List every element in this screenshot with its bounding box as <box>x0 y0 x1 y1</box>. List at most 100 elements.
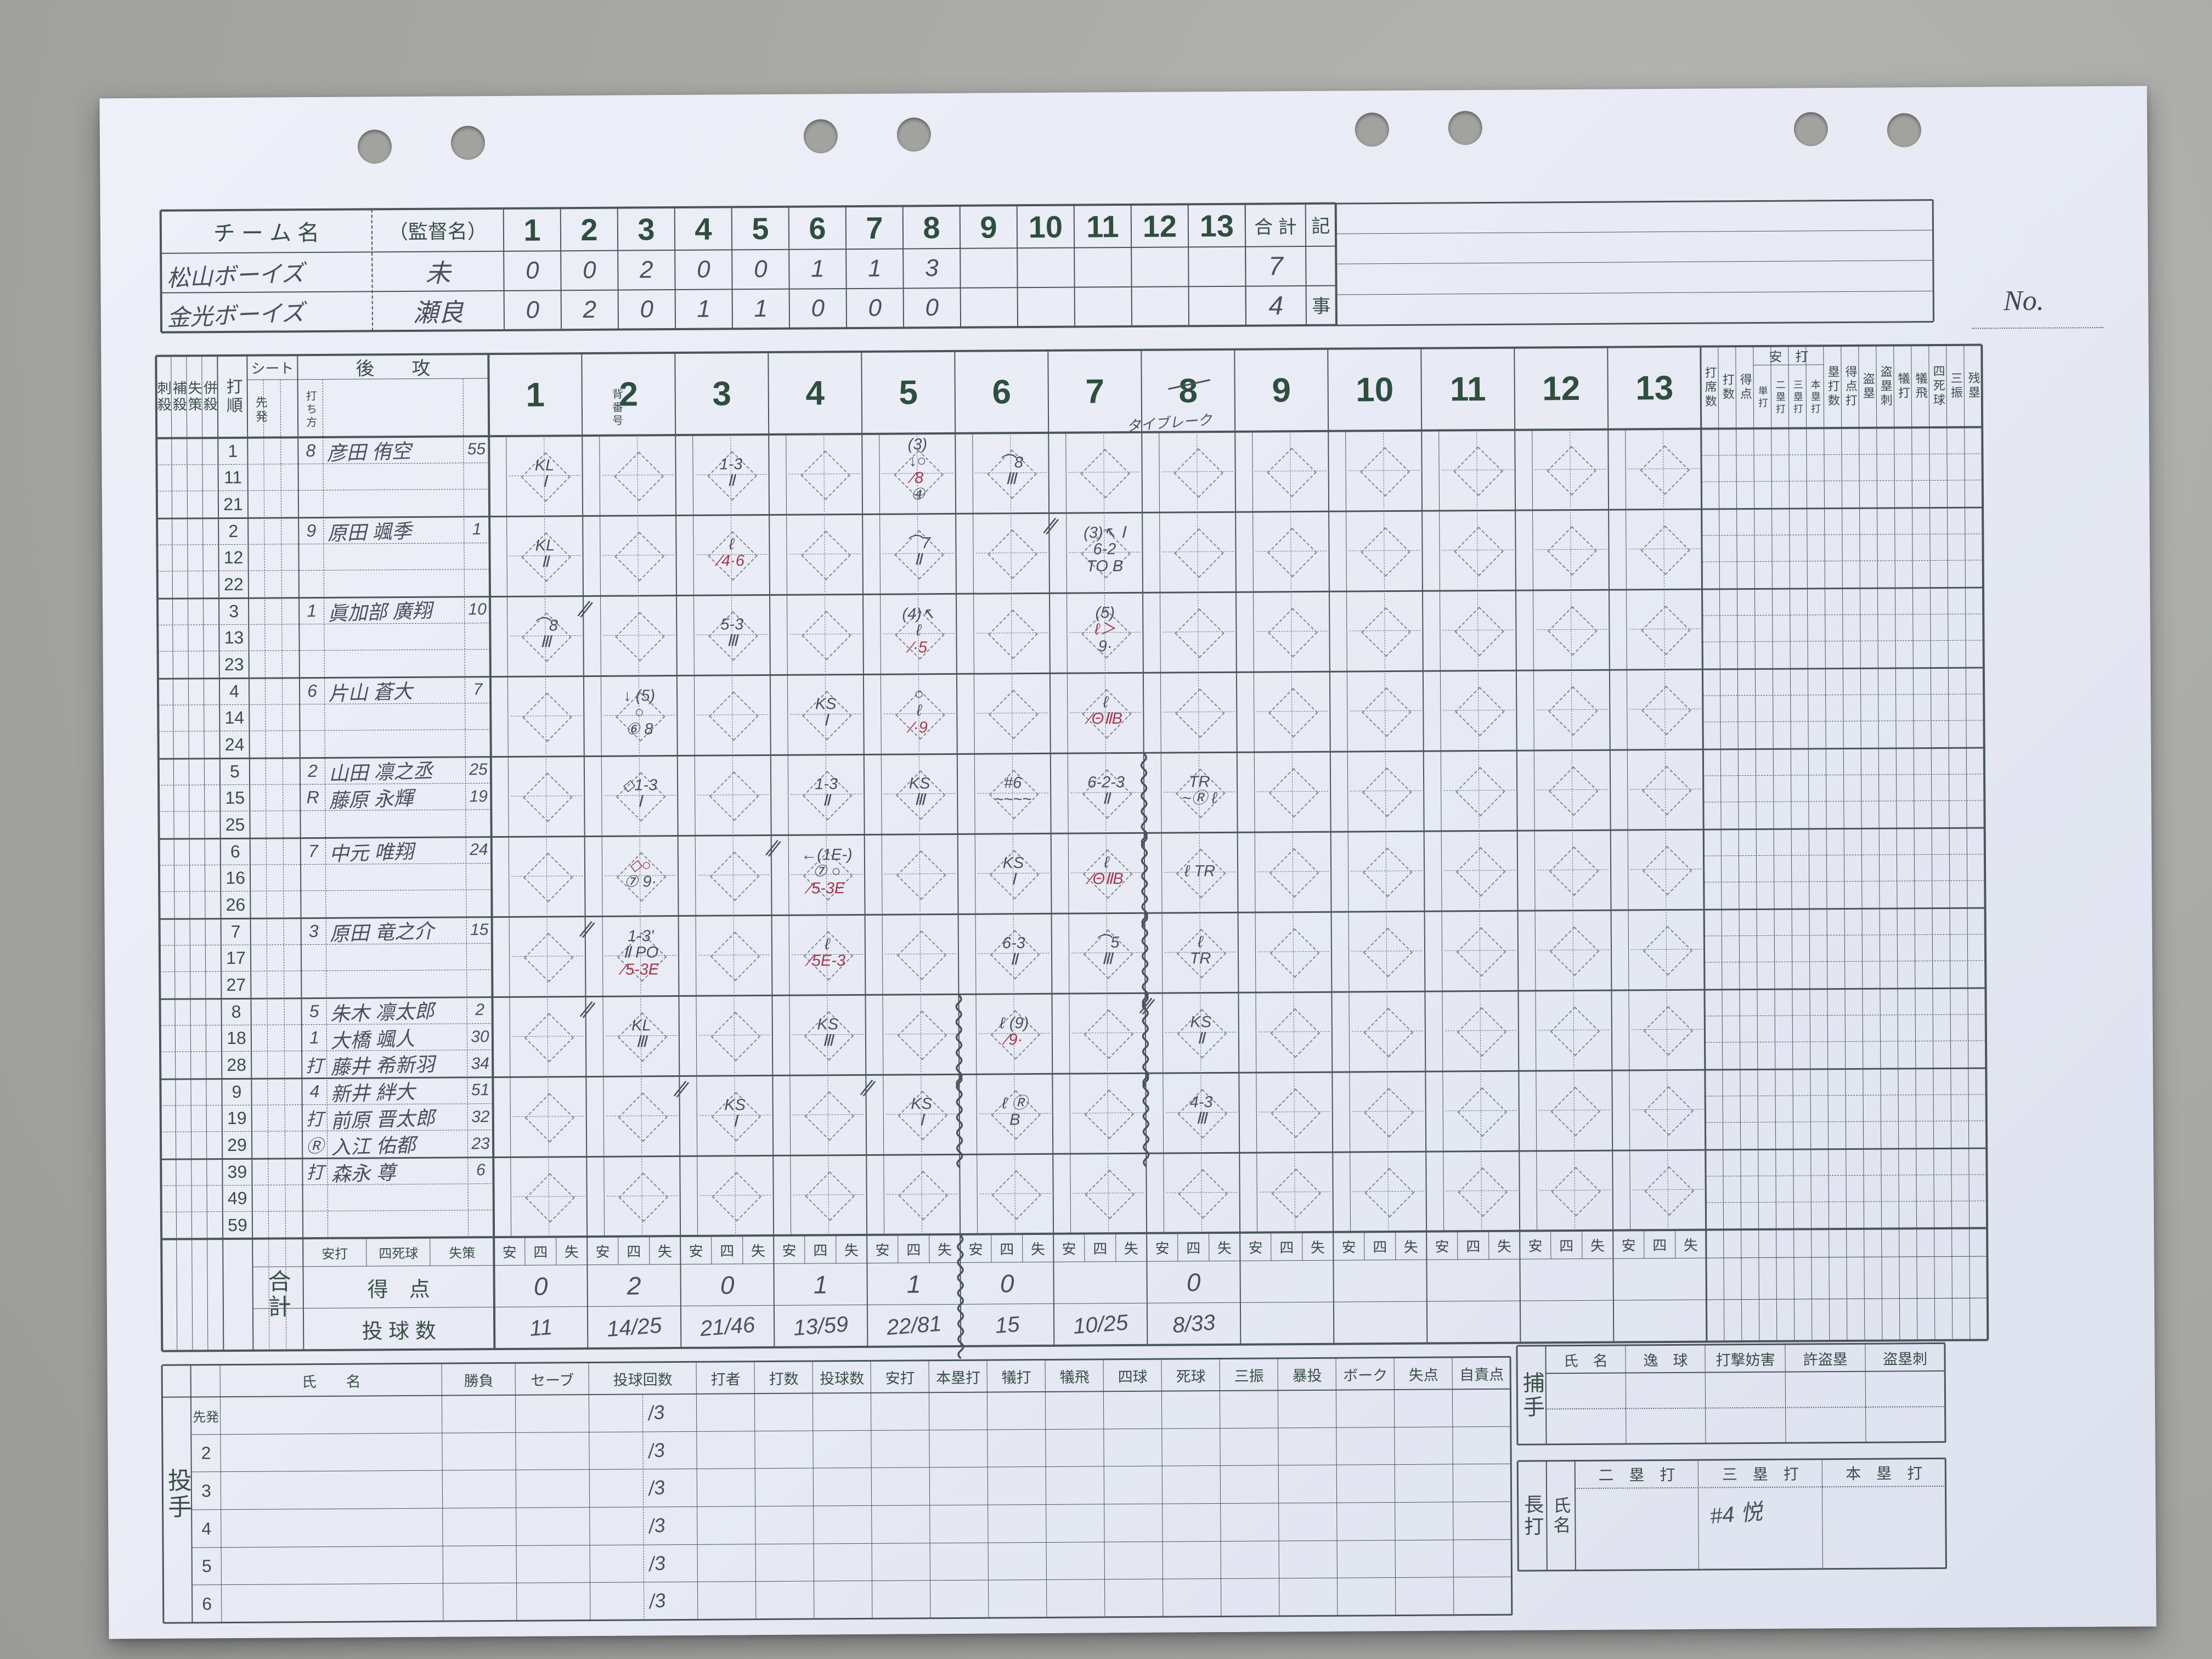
grid-inning-6: 6 <box>992 373 1012 411</box>
inning-score: 1 <box>754 295 768 323</box>
catcher-col-header: 逸 球 <box>1643 1352 1688 1369</box>
scoring-note: ◇1-3 Ⅰ <box>601 776 678 811</box>
pitcher-row-label: 6 <box>202 1594 212 1614</box>
inning-score: 2 <box>639 256 653 284</box>
scoring-note-line: ℓ <box>1104 854 1109 872</box>
order-header: 打順 <box>223 377 242 416</box>
scoring-diamond <box>1175 608 1224 658</box>
scoring-diamond <box>1269 848 1319 898</box>
totals-mini-col: 安 <box>595 1243 610 1260</box>
scoring-note-line: ℓ <box>1198 933 1203 951</box>
grid-inning-3: 3 <box>712 374 732 413</box>
batting-order: 59 <box>228 1215 247 1235</box>
pitcher-col-header: 投球数 <box>820 1370 865 1387</box>
scoring-note: (4)↖ ℓ ∕·5 <box>880 605 957 656</box>
totals-mini-col: 安 <box>1528 1237 1543 1255</box>
manager-name: 瀬良 <box>413 298 464 327</box>
scoring-diamond <box>1178 1169 1228 1219</box>
player-number: 30 <box>471 1028 489 1046</box>
scoring-diamond <box>524 1013 574 1063</box>
rule <box>1718 346 1725 1342</box>
stat-header: 残塁 <box>1966 371 1980 400</box>
scoring-diamond <box>1363 927 1413 978</box>
scoring-diamond <box>525 1173 575 1223</box>
scoring-note-line: ⑦ 9· <box>624 873 657 891</box>
scoreboard-inning-13: 13 <box>1199 208 1234 243</box>
team-name-header: チ ー ム 名 <box>213 221 320 246</box>
grid-inning-10: 10 <box>1356 370 1394 409</box>
batting-order: 21 <box>223 494 243 515</box>
scoring-note-line: Ⅰ <box>823 712 828 730</box>
player-position: 8 <box>306 440 316 460</box>
totals-mini-col: 四 <box>1373 1238 1387 1255</box>
scoreboard-inning-11: 11 <box>1086 208 1119 244</box>
scoring-note-line: KS <box>815 695 837 713</box>
inning-runs: 1 <box>813 1270 828 1299</box>
scoring-note-line: B <box>1009 1111 1020 1129</box>
total-header: 合 計 <box>1254 216 1297 238</box>
player-number: 15 <box>470 921 489 939</box>
batstyle-header: 打ち方 <box>304 390 317 430</box>
scoring-note: 6-2-3 Ⅱ <box>1068 774 1144 808</box>
player-name: 片山 蒼大 <box>328 680 413 706</box>
scoring-diamond <box>709 771 759 821</box>
rule <box>191 1501 1512 1510</box>
scoring-diamond <box>802 611 851 661</box>
totals-mini-col: 安 <box>502 1244 517 1261</box>
player-position: 3 <box>308 921 319 941</box>
rule <box>1336 290 1933 295</box>
scoring-note: ℓ ∕5E-3 <box>789 935 866 970</box>
player-number: 19 <box>469 787 488 806</box>
rule <box>1735 346 1742 1342</box>
player-name: 新井 絆大 <box>330 1080 416 1106</box>
player-position: 5 <box>309 1001 319 1021</box>
player-number: 32 <box>471 1108 490 1126</box>
rule <box>1700 346 1708 1342</box>
scoring-note-line: Ⅰ <box>732 1113 738 1131</box>
scoring-diamond <box>1642 845 1692 896</box>
binder-hole <box>803 119 838 154</box>
stat-header: 三振 <box>1949 371 1963 400</box>
scoring-diamond <box>1551 1166 1601 1217</box>
totals-area-col: 失策 <box>449 1245 476 1261</box>
player-name: 彦田 侑空 <box>326 439 412 465</box>
scoring-note-line: Ⅰ <box>542 473 548 491</box>
scoring-diamond <box>614 452 664 501</box>
grid-inning-2: 2 <box>619 375 639 414</box>
scoring-diamond <box>1268 768 1319 818</box>
totals-mini-col: 四 <box>1279 1239 1294 1256</box>
scoring-diamond <box>1550 1086 1601 1137</box>
player-position: 6 <box>307 680 318 701</box>
scoring-note-line: ∕5-3E <box>623 961 659 979</box>
rule <box>1518 1567 1946 1572</box>
rule <box>1946 345 1953 1340</box>
scoring-diamond <box>1644 1166 1694 1216</box>
pitcher-col-header: 本塁打 <box>936 1369 981 1386</box>
rule <box>1972 327 2104 329</box>
longhits-side-label: 長打 <box>1521 1494 1544 1538</box>
scoring-note: KS Ⅱ <box>1163 1013 1239 1048</box>
rule <box>186 356 193 1351</box>
stat-header: 得点 <box>1738 373 1752 402</box>
scoring-note-line: ℓ＞ <box>1094 620 1116 639</box>
scoring-diamond <box>1455 847 1506 897</box>
scoring-note-line: 6-3 <box>1002 934 1025 952</box>
scoring-diamond <box>1458 1167 1508 1217</box>
binder-hole <box>1887 113 1922 148</box>
wavy-line <box>1140 753 1148 847</box>
scoring-note-line: TR <box>1188 773 1210 791</box>
rule <box>1234 349 1242 1345</box>
player-number: 10 <box>468 600 487 619</box>
totals-mini-col: 安 <box>1621 1237 1636 1254</box>
batting-order: 4 <box>229 681 240 701</box>
scoring-diamond <box>1270 1008 1321 1058</box>
scoring-note: #6 ~~~~ <box>974 774 1051 809</box>
scoring-diamond <box>896 930 947 980</box>
rule <box>1517 1441 1946 1446</box>
totals-area-col: 安打 <box>321 1246 348 1262</box>
scoring-note-line: ℓ Ⓡ <box>1002 1094 1028 1113</box>
rule <box>1336 229 1933 234</box>
batting-order: 11 <box>223 467 242 488</box>
scoring-diamond <box>524 1093 575 1143</box>
catcher-col-header: 盗塁刺 <box>1883 1350 1928 1368</box>
